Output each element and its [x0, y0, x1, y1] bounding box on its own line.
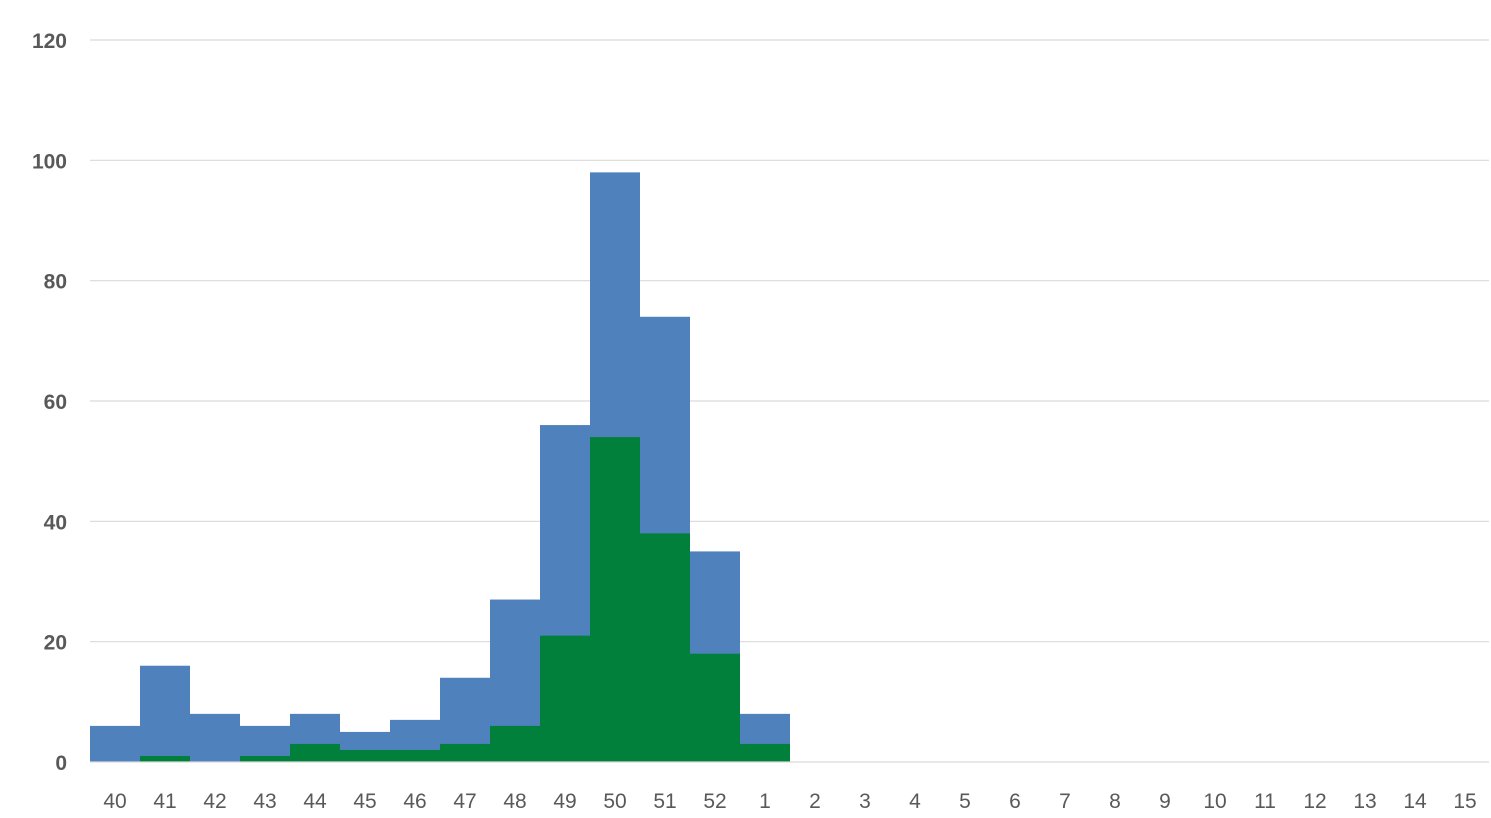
x-tick-label: 48	[503, 790, 526, 813]
bars	[90, 172, 790, 762]
bar-series-1-40	[90, 725, 140, 762]
x-tick-label: 3	[859, 790, 871, 813]
bar-series-1-42	[190, 713, 240, 762]
x-tick-label: 45	[353, 790, 376, 813]
x-tick-label: 14	[1403, 790, 1427, 813]
bar-series-2-48	[490, 725, 540, 762]
bar-series-2-43	[240, 755, 290, 762]
y-tick-label: 120	[32, 30, 67, 53]
x-tick-label: 6	[1009, 790, 1021, 813]
gridlines	[90, 39, 1489, 643]
bar-series-2-51	[640, 533, 690, 762]
x-tick-label: 15	[1453, 790, 1476, 813]
x-tick-label: 1	[759, 790, 771, 813]
x-tick-label: 41	[153, 790, 176, 813]
bar-series-2-47	[440, 743, 490, 762]
x-tick-label: 51	[653, 790, 676, 813]
x-tick-label: 12	[1303, 790, 1326, 813]
y-tick-labels: 0 20 40 60 80 100 120	[32, 30, 67, 775]
bar-series-2-44	[290, 743, 340, 762]
x-tick-label: 40	[103, 790, 126, 813]
x-tick-label: 49	[553, 790, 576, 813]
y-tick-label: 20	[44, 632, 67, 655]
x-tick-label: 2	[809, 790, 821, 813]
y-tick-label: 40	[44, 511, 67, 534]
x-tick-label: 42	[203, 790, 226, 813]
x-tick-label: 50	[603, 790, 626, 813]
bar-series-2-45	[340, 749, 390, 762]
x-tick-label: 10	[1203, 790, 1226, 813]
x-tick-label: 43	[253, 790, 276, 813]
x-tick-label: 11	[1254, 790, 1276, 813]
x-tick-label: 13	[1353, 790, 1376, 813]
x-tick-label: 4	[909, 790, 921, 813]
bar-series-2-46	[390, 749, 440, 762]
x-tick-label: 52	[703, 790, 726, 813]
y-tick-label: 0	[55, 752, 67, 775]
y-tick-label: 100	[32, 150, 67, 173]
x-tick-label: 5	[959, 790, 971, 813]
y-tick-label: 60	[44, 391, 67, 414]
x-tick-label: 46	[403, 790, 426, 813]
bar-series-2-50	[590, 437, 640, 762]
x-tick-label: 9	[1159, 790, 1171, 813]
bar-series-2-1	[740, 743, 790, 762]
x-tick-labels: 40 41 42 43 44 45 46 47 48 49 50 51 52 1 2 3 4 5 6 7 8 9 10 11 1…	[103, 790, 1476, 813]
bar-series-2-49	[540, 635, 590, 762]
bar-series-2-52	[690, 653, 740, 762]
x-tick-label: 7	[1059, 790, 1071, 813]
y-tick-label: 80	[44, 271, 67, 294]
x-tick-label: 8	[1109, 790, 1121, 813]
bar-series-1-41	[140, 665, 190, 762]
bar-series-2-41	[140, 755, 190, 762]
x-tick-label: 44	[303, 790, 327, 813]
x-tick-label: 47	[453, 790, 476, 813]
